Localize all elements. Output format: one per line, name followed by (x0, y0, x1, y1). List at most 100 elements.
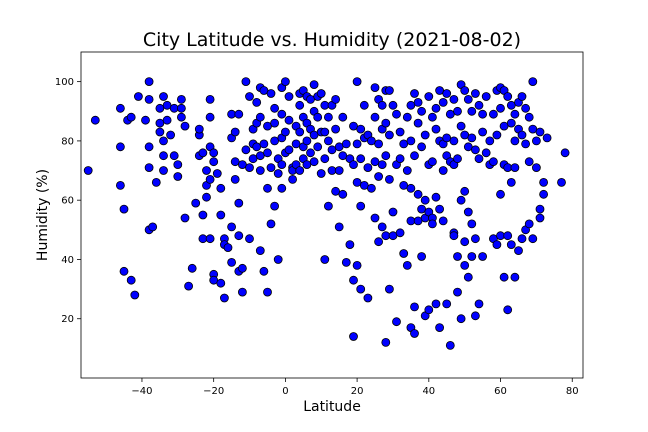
data-point (284, 145, 294, 155)
data-point (212, 169, 222, 178)
data-point (159, 166, 168, 175)
data-point (155, 103, 165, 113)
data-point (485, 136, 495, 146)
data-point (83, 166, 93, 175)
data-point (176, 103, 186, 113)
data-point (198, 210, 208, 220)
data-point (374, 139, 384, 149)
data-point (488, 157, 498, 167)
data-point (410, 151, 419, 161)
data-point (492, 130, 502, 140)
data-point (427, 112, 437, 122)
data-point (435, 204, 445, 214)
data-point (291, 139, 301, 149)
data-point (413, 118, 423, 128)
data-point (316, 89, 326, 98)
data-point (341, 257, 351, 267)
data-point (263, 148, 272, 158)
x-axis: −40 −20 0 20 40 60 80 (131, 378, 579, 397)
data-point (327, 145, 337, 155)
data-point (535, 127, 545, 137)
data-point (180, 121, 190, 131)
data-point (392, 109, 401, 119)
data-point (503, 92, 513, 101)
data-point (456, 121, 466, 131)
data-point (155, 118, 165, 128)
data-point (116, 180, 125, 190)
y-axis-label: Humidity (%) (35, 169, 51, 261)
data-point (331, 124, 341, 134)
data-point (320, 127, 330, 137)
data-point (270, 136, 280, 146)
data-point (313, 142, 323, 152)
data-point (417, 252, 427, 261)
data-point (184, 281, 194, 291)
data-point (481, 148, 491, 158)
data-point (395, 228, 405, 238)
data-point (377, 222, 387, 232)
data-point (266, 219, 276, 229)
data-point (230, 174, 240, 184)
data-point (230, 127, 240, 137)
data-point (234, 109, 244, 119)
data-point (284, 115, 294, 125)
data-point (234, 231, 244, 241)
data-point (456, 195, 466, 205)
data-point (216, 278, 226, 288)
y-tick-label: 20 (61, 314, 74, 325)
data-point (532, 163, 541, 173)
data-point (370, 112, 380, 122)
data-point (133, 92, 143, 101)
data-point (445, 340, 455, 350)
x-tick-label: −20 (203, 386, 224, 397)
data-point (313, 112, 323, 122)
data-point (173, 172, 183, 181)
data-point (205, 174, 215, 184)
data-point (266, 163, 276, 173)
data-point (352, 260, 362, 270)
data-point (241, 145, 251, 155)
data-point (463, 95, 473, 104)
data-point (338, 189, 348, 199)
data-point (427, 219, 437, 229)
data-point (141, 115, 150, 125)
data-point (370, 213, 380, 223)
x-tick-label: 20 (351, 386, 364, 397)
data-point (288, 174, 298, 184)
data-point (198, 234, 208, 244)
data-point (506, 240, 516, 250)
x-tick-label: 0 (282, 386, 288, 397)
data-point (341, 139, 351, 149)
data-point (438, 98, 448, 107)
data-point (166, 130, 176, 140)
data-point (499, 272, 509, 282)
data-point (356, 154, 366, 164)
data-point (227, 257, 237, 267)
data-point (402, 260, 412, 270)
data-point (399, 139, 409, 149)
data-point (277, 109, 287, 119)
data-point (506, 100, 516, 110)
data-point (309, 80, 319, 89)
data-point (159, 92, 168, 101)
data-point (116, 142, 125, 152)
data-point (381, 118, 391, 128)
x-tick-label: 80 (566, 386, 579, 397)
data-point (159, 136, 168, 146)
data-point (323, 201, 333, 211)
data-point (381, 337, 391, 347)
x-tick-label: 60 (494, 386, 507, 397)
data-point (406, 100, 416, 110)
data-point (377, 100, 387, 110)
data-point (323, 112, 333, 122)
data-point (449, 231, 459, 241)
data-point (488, 109, 498, 119)
data-point (90, 115, 100, 125)
data-point (438, 216, 448, 226)
data-point (252, 98, 262, 107)
data-point (144, 95, 154, 104)
data-point (402, 166, 412, 175)
data-point (345, 240, 355, 250)
data-point (417, 106, 427, 116)
data-point (521, 139, 530, 149)
